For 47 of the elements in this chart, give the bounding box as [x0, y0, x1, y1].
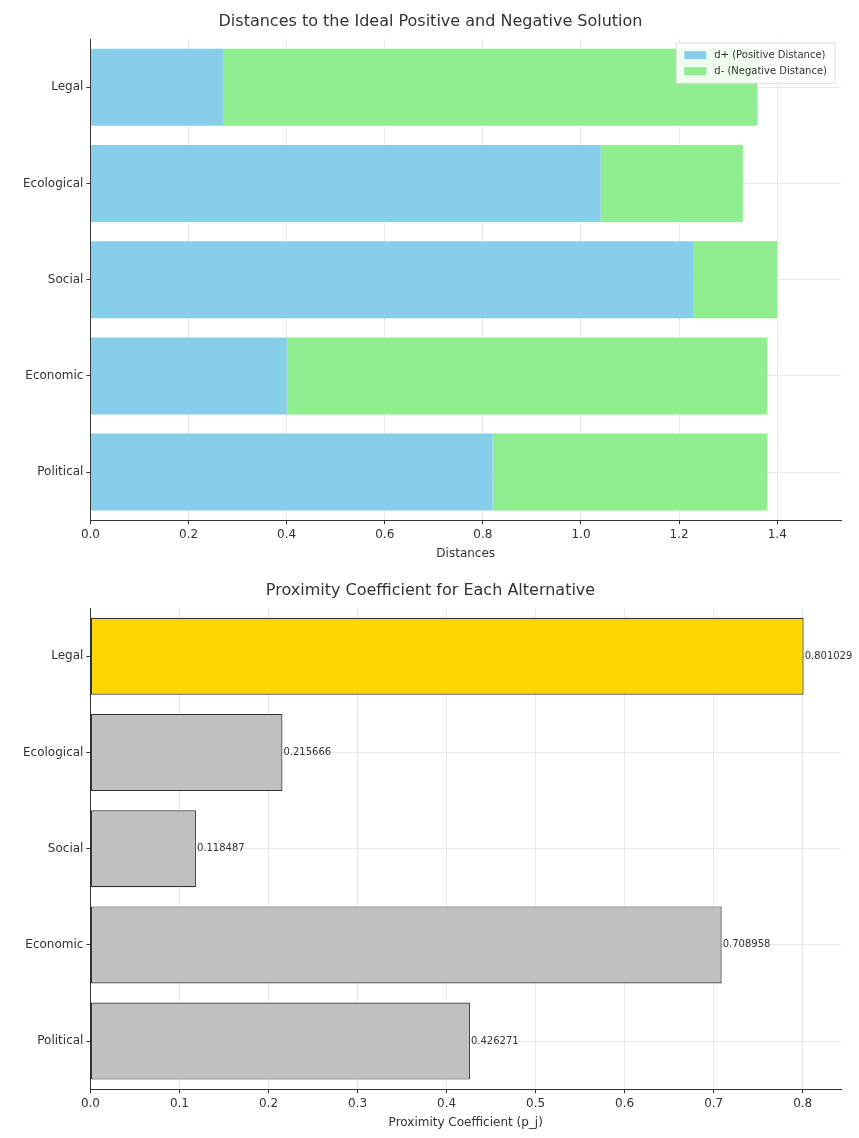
y-tick-label: Legal	[51, 648, 84, 663]
x-tick-label: 0.4	[437, 1095, 457, 1110]
bar	[286, 337, 768, 415]
x-tick-label: 1.0	[571, 526, 591, 541]
y-tick-label: Social	[47, 271, 84, 286]
bar	[693, 241, 778, 319]
chart-title: Distances to the Ideal Positive and Negative Solution	[218, 10, 643, 30]
bar	[90, 433, 493, 511]
y-tick-label: Social	[47, 840, 84, 855]
y-tick-label: Ecological	[23, 744, 84, 759]
data-label: 0.426271	[470, 1034, 519, 1046]
legend-label: d- (Negative Distance)	[714, 64, 828, 76]
bar	[90, 241, 694, 319]
x-tick-label: 0.8	[793, 1095, 813, 1110]
data-label: 0.708958	[722, 938, 771, 950]
x-axis-title: Distances	[436, 545, 496, 560]
bar	[492, 433, 768, 511]
x-tick-label: 0.1	[169, 1095, 190, 1110]
x-tick-label: 0.5	[526, 1095, 546, 1110]
bar	[90, 337, 287, 415]
x-tick-label: 0.6	[375, 526, 395, 541]
data-label: 0.801029	[804, 649, 853, 661]
legend-label: d+ (Positive Distance)	[714, 48, 826, 60]
bar	[600, 145, 743, 222]
x-tick-label: 0.2	[258, 1095, 279, 1110]
data-label: 0.215666	[283, 746, 332, 758]
x-axis-title: Proximity Coefficient (p_j)	[388, 1114, 543, 1129]
x-tick-label: 0.0	[80, 526, 100, 541]
y-tick-label: Political	[37, 464, 84, 479]
data-label: 0.118487	[196, 842, 245, 854]
chart-title: Proximity Coefficient for Each Alternative	[265, 579, 596, 599]
y-tick-label: Ecological	[23, 175, 84, 190]
y-tick-label: Economic	[25, 937, 84, 952]
y-tick-label: Economic	[25, 368, 84, 383]
x-tick-label: 0.4	[277, 526, 297, 541]
x-tick-label: 1.4	[767, 526, 787, 541]
y-tick-label: Legal	[51, 79, 84, 94]
x-tick-label: 0.3	[347, 1095, 368, 1110]
y-tick-label: Political	[37, 1033, 84, 1048]
x-tick-label: 0.7	[704, 1095, 724, 1110]
x-tick-label: 0.6	[615, 1095, 635, 1110]
x-tick-label: 0.8	[473, 526, 493, 541]
x-tick-label: 0.0	[80, 1095, 100, 1110]
bar	[90, 145, 601, 222]
x-tick-label: 1.2	[669, 526, 689, 541]
bar	[90, 48, 223, 126]
x-tick-label: 0.2	[179, 526, 199, 541]
